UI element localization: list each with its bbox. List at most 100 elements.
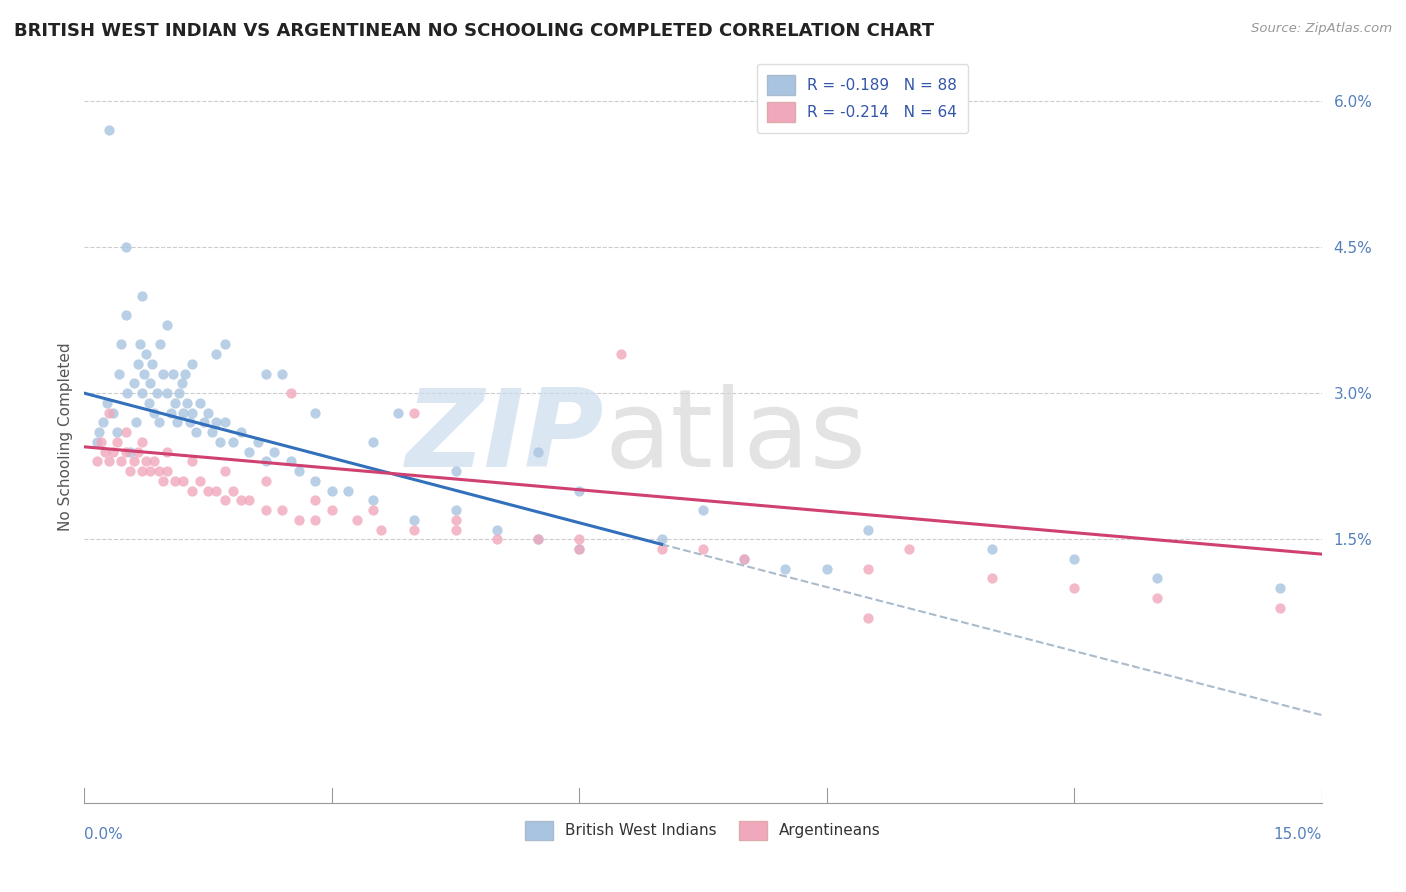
Point bbox=[856, 562, 879, 576]
Text: Source: ZipAtlas.com: Source: ZipAtlas.com bbox=[1251, 22, 1392, 36]
Point bbox=[229, 425, 252, 440]
Point bbox=[149, 337, 172, 351]
Point bbox=[138, 396, 160, 410]
Point bbox=[118, 464, 141, 478]
Point bbox=[321, 503, 343, 517]
Point bbox=[527, 533, 550, 547]
Point bbox=[188, 474, 211, 488]
Point bbox=[238, 493, 260, 508]
Text: 15.0%: 15.0% bbox=[1274, 827, 1322, 842]
Point bbox=[98, 454, 121, 468]
Point bbox=[337, 483, 360, 498]
Point bbox=[108, 367, 131, 381]
Point bbox=[131, 434, 153, 449]
Point bbox=[485, 523, 508, 537]
Point bbox=[135, 347, 157, 361]
Point bbox=[139, 464, 162, 478]
Point bbox=[86, 434, 108, 449]
Point bbox=[733, 552, 755, 566]
Point bbox=[105, 434, 128, 449]
Point bbox=[404, 523, 426, 537]
Text: 0.0%: 0.0% bbox=[84, 827, 124, 842]
Point bbox=[90, 434, 112, 449]
Point bbox=[692, 542, 714, 557]
Point bbox=[184, 425, 207, 440]
Point bbox=[288, 513, 311, 527]
Text: BRITISH WEST INDIAN VS ARGENTINEAN NO SCHOOLING COMPLETED CORRELATION CHART: BRITISH WEST INDIAN VS ARGENTINEAN NO SC… bbox=[14, 22, 934, 40]
Point bbox=[132, 367, 155, 381]
Point bbox=[1146, 572, 1168, 586]
Point bbox=[304, 406, 326, 420]
Point bbox=[404, 406, 426, 420]
Point bbox=[361, 503, 384, 517]
Point bbox=[222, 483, 245, 498]
Point bbox=[485, 533, 508, 547]
Point bbox=[103, 406, 125, 420]
Point bbox=[214, 493, 236, 508]
Point bbox=[135, 454, 157, 468]
Point bbox=[856, 610, 879, 624]
Text: ZIP: ZIP bbox=[406, 384, 605, 490]
Point bbox=[1270, 581, 1292, 595]
Point bbox=[86, 454, 108, 468]
Point bbox=[444, 523, 467, 537]
Point bbox=[114, 240, 136, 254]
Point bbox=[1146, 591, 1168, 605]
Point bbox=[156, 464, 179, 478]
Point bbox=[98, 406, 121, 420]
Point bbox=[180, 406, 202, 420]
Point bbox=[127, 357, 149, 371]
Point bbox=[444, 464, 467, 478]
Point bbox=[238, 444, 260, 458]
Point bbox=[148, 416, 170, 430]
Point bbox=[568, 533, 591, 547]
Point bbox=[143, 454, 166, 468]
Point bbox=[124, 416, 146, 430]
Point bbox=[527, 533, 550, 547]
Point bbox=[205, 347, 228, 361]
Point bbox=[114, 308, 136, 322]
Point bbox=[214, 416, 236, 430]
Point bbox=[1063, 552, 1085, 566]
Point bbox=[89, 425, 111, 440]
Point bbox=[271, 367, 294, 381]
Point bbox=[321, 483, 343, 498]
Point bbox=[280, 454, 302, 468]
Point bbox=[146, 386, 169, 401]
Point bbox=[180, 454, 202, 468]
Point bbox=[174, 367, 197, 381]
Point bbox=[96, 396, 118, 410]
Point bbox=[94, 444, 117, 458]
Point bbox=[1270, 600, 1292, 615]
Point bbox=[214, 337, 236, 351]
Point bbox=[288, 464, 311, 478]
Point bbox=[444, 503, 467, 517]
Point bbox=[167, 386, 190, 401]
Point bbox=[304, 513, 326, 527]
Point bbox=[179, 416, 201, 430]
Point bbox=[404, 513, 426, 527]
Point bbox=[131, 386, 153, 401]
Point bbox=[188, 396, 211, 410]
Point bbox=[815, 562, 838, 576]
Point bbox=[110, 337, 132, 351]
Point bbox=[162, 367, 184, 381]
Point bbox=[129, 337, 152, 351]
Point bbox=[361, 434, 384, 449]
Point bbox=[165, 474, 187, 488]
Point bbox=[114, 425, 136, 440]
Y-axis label: No Schooling Completed: No Schooling Completed bbox=[58, 343, 73, 532]
Point bbox=[609, 347, 631, 361]
Point bbox=[172, 474, 194, 488]
Point bbox=[775, 562, 797, 576]
Point bbox=[361, 493, 384, 508]
Point bbox=[444, 513, 467, 527]
Point bbox=[527, 444, 550, 458]
Point bbox=[148, 464, 170, 478]
Point bbox=[156, 318, 179, 332]
Point bbox=[692, 503, 714, 517]
Text: atlas: atlas bbox=[605, 384, 866, 490]
Point bbox=[131, 288, 153, 302]
Point bbox=[197, 406, 219, 420]
Point bbox=[197, 483, 219, 498]
